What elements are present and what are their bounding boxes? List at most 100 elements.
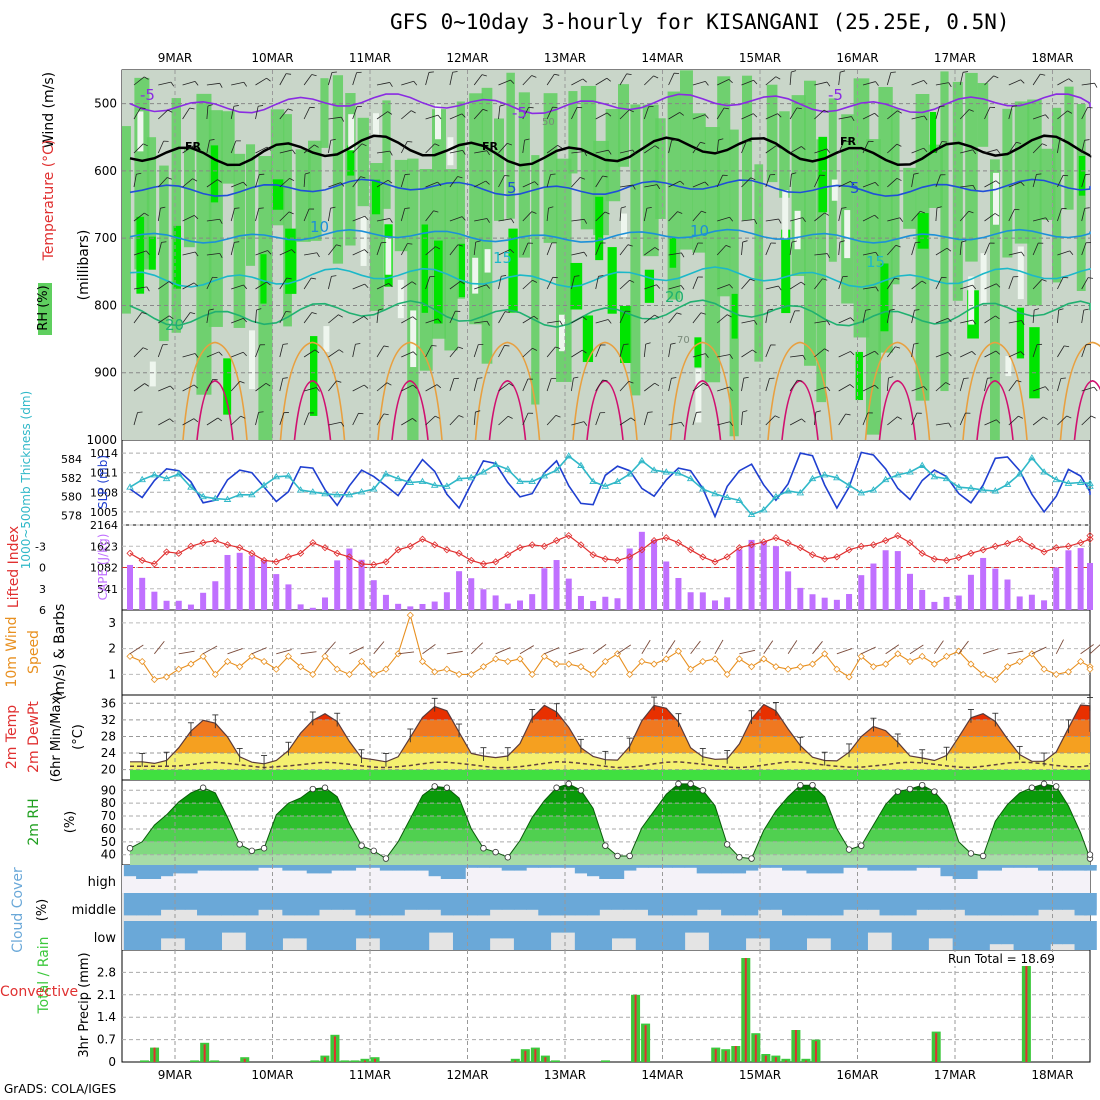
wind-barb-flag [875,81,879,86]
rh-extreme-marker [748,855,755,862]
cloud-cover-bar [903,921,917,950]
wind-speed-marker [650,660,658,668]
rh-extreme-marker [1040,780,1048,788]
wind-barb-flag [499,104,505,107]
wind-barb [376,310,379,324]
wind-barb-flag [338,349,344,353]
wind-barb [814,320,828,324]
wind-speed-marker [431,668,439,676]
surface-wind-barb [470,642,484,655]
wind-barb [619,279,630,290]
cloud-cover-bar [708,893,722,910]
wind-speed-marker [930,660,938,668]
wind-barb [158,281,170,290]
cloud-cover-bar [782,893,795,916]
rh-band-dry [472,257,479,294]
contour-label: 10 [310,218,329,236]
wind-barb [157,242,162,256]
thickness-marker [138,475,146,483]
wind-barb [643,208,648,222]
rh-band-dry [323,326,330,352]
cloud-cover-bar [294,893,308,916]
wind-barb-flag [729,386,734,392]
wind-barb-flag [850,181,855,186]
day-label-bottom: 10MAR [251,1068,293,1082]
wind-barb [571,151,585,154]
warm-isotherm-plume [864,341,931,441]
cloud-cover-bar [440,921,454,933]
rh-extreme-marker [858,842,865,849]
wind-barb-flag [947,352,952,357]
cape-bar [1004,579,1011,610]
cape-bar [346,548,353,610]
wind-barb [571,349,583,358]
cloud-cover-bar [1062,893,1076,910]
wind-barb-flag [1012,105,1018,107]
cloud-cover-bar [574,921,588,950]
wind-barb [765,310,769,324]
lifted-index-marker [382,558,390,566]
cloud-cover-bar [452,893,466,916]
wind-barb-flag [775,76,781,80]
wind-barb [522,181,535,188]
wind-barb [133,383,145,392]
surface-wind-barb [982,648,999,655]
precip-convective-bar [323,1057,326,1062]
cloud-cover-bar [769,865,783,868]
rh-band-moist [456,101,465,299]
wind-barb [474,150,488,154]
precip-convective-bar [804,1060,807,1062]
wind-barb [741,79,754,86]
cape-bar [492,595,499,610]
rh-extreme-marker [431,783,438,790]
cloud-cover-bar [538,921,552,950]
lifted-index-marker [211,537,219,545]
rh-extreme-marker [906,785,914,793]
thickness-marker [638,456,646,464]
axis-label-minmax: (6hr Min/Max) [49,692,64,782]
wind-barb [230,208,235,222]
wind-barb [984,378,988,392]
wind-barb-flag [875,252,879,257]
wind-barb [279,277,288,290]
thickness-marker [820,471,829,478]
wind-barb [449,415,460,426]
cloud-cover-bar [477,893,491,916]
surface-wind-barb [202,645,218,655]
cloud-cover-bar [172,893,186,910]
wind-barb [231,317,244,324]
wind-barb [692,412,697,426]
wind-barb-flag [791,240,797,243]
wind-barb [741,113,754,120]
wind-barb [401,351,414,358]
wind-barb-flag [457,176,463,179]
cloud-cover-bar [355,921,369,939]
wind-barb [959,210,970,222]
cloud-cover-bar [136,921,149,950]
wind-barb-flag [194,215,199,220]
cloud-cover-bar [1062,865,1076,871]
cape-bar [431,601,438,610]
wind-barb-flag [580,177,585,180]
rh-band-saturated [1078,155,1086,196]
cloud-cover-bar [550,865,564,868]
lifted-index-marker [418,535,427,543]
wind-barb [619,381,630,392]
wind-barb-flag [583,251,588,257]
wind-barb-flag [671,377,677,379]
rh-band-saturated [731,293,738,339]
wind-barb-flag [895,346,901,349]
wind-barb [473,378,478,392]
cape-bar [236,552,243,610]
cape-bar [175,600,182,610]
thickness-marker [699,485,707,492]
rh-band-moist [233,153,246,328]
wind-barb [303,107,311,120]
cloud-cover-bar [465,893,478,916]
wind-barb-flag [411,281,417,285]
cloud-row-label: low [94,931,117,946]
wind-barb [644,247,656,256]
wind-barb [571,218,585,222]
cloud-cover-bar [526,893,539,910]
wind-barb-flag [826,148,831,154]
